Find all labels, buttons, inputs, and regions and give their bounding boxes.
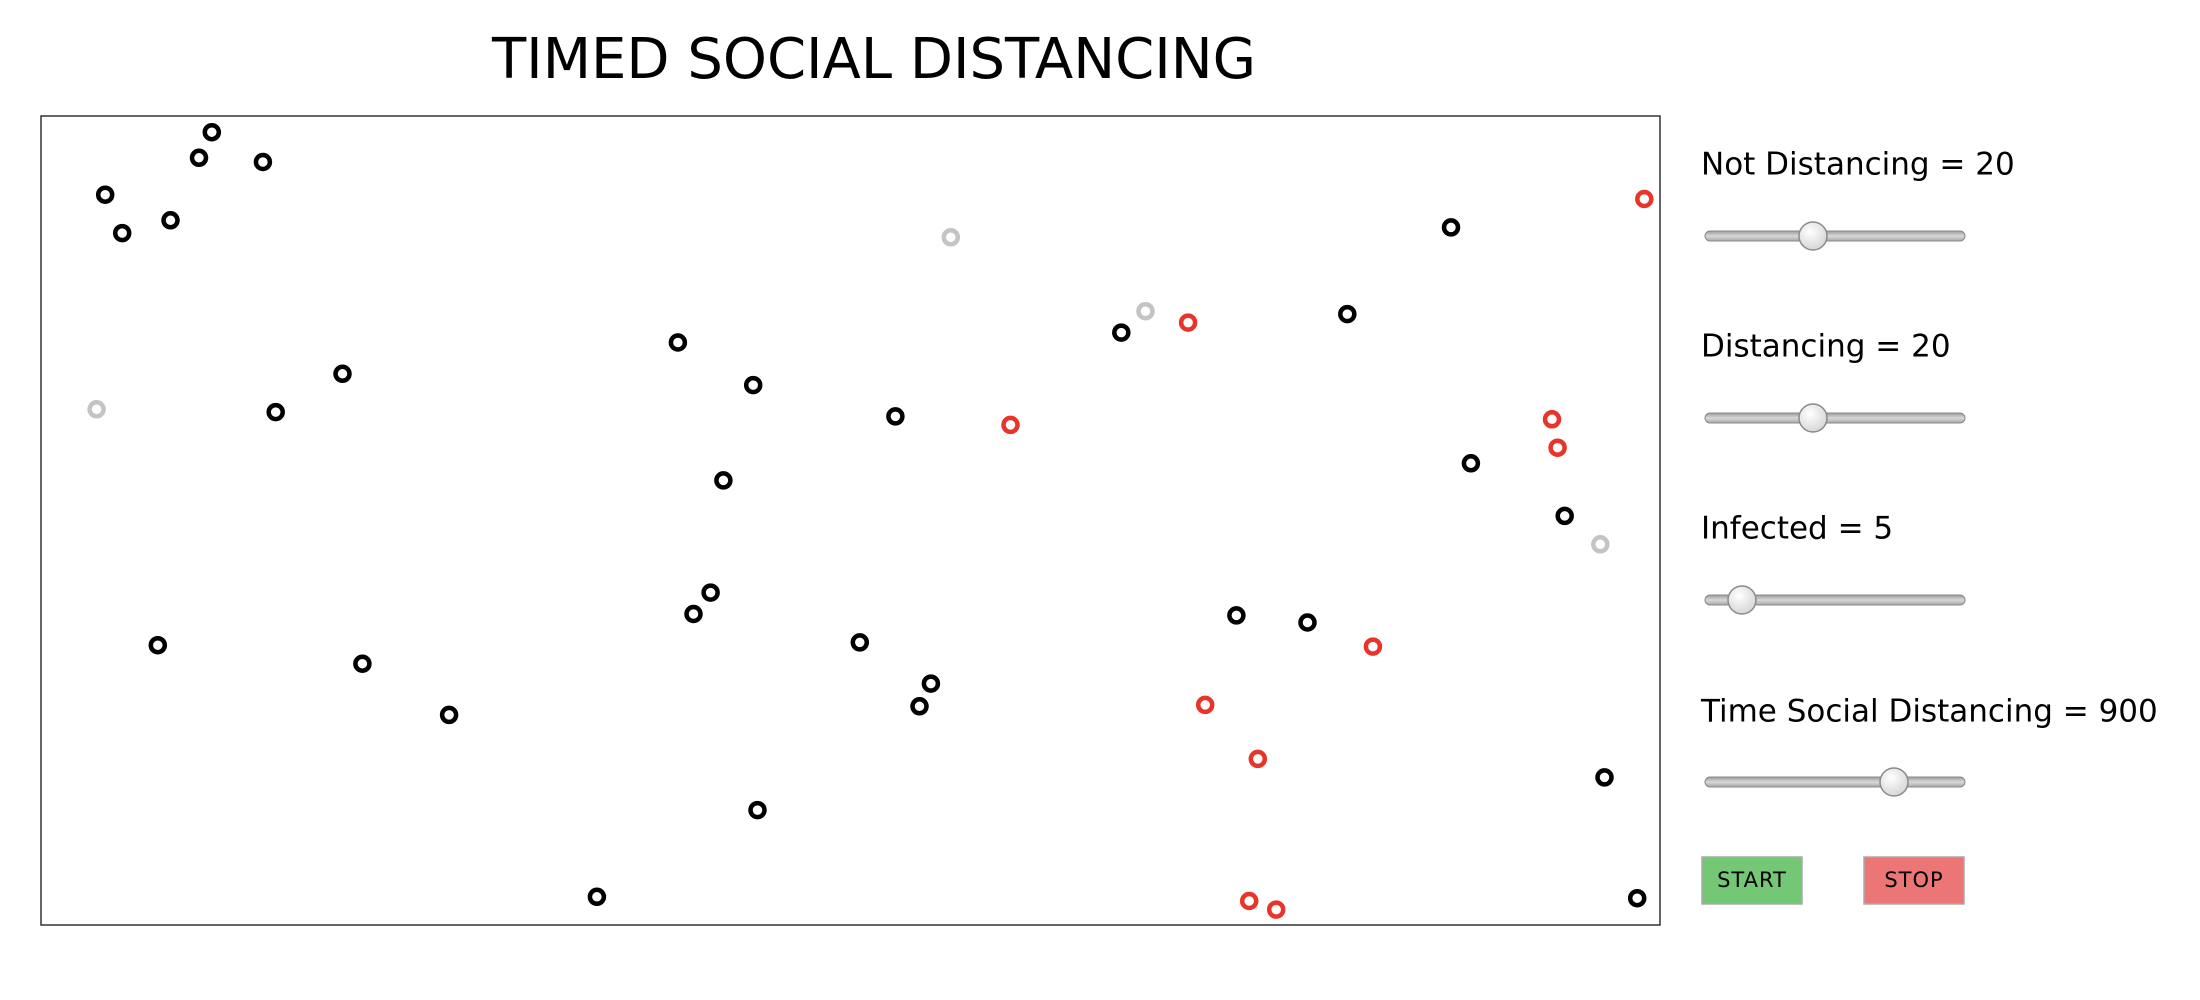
healthy-person [921,674,941,693]
infected-person [1635,189,1654,209]
slider-thumb[interactable] [1727,585,1757,615]
healthy-person [1227,606,1246,625]
infected-person [1363,637,1383,656]
healthy-person [910,697,929,716]
healthy-person [189,148,209,168]
infected-person [1178,313,1198,332]
slider-label: Infected = 5 [1701,511,1893,547]
healthy-person [353,654,372,673]
title: TIMED SOCIAL DISTANCING [491,27,1256,92]
button-face [1863,856,1965,905]
slider-thumb[interactable] [1798,221,1828,251]
infected-person [1548,438,1567,457]
healthy-person [161,211,180,230]
healthy-person [668,333,688,352]
healthy-person [1112,323,1131,342]
healthy-person [701,583,720,602]
slider-track [1704,594,1966,606]
slider[interactable] [1704,585,1966,615]
slider-thumb[interactable] [1879,767,1909,797]
slider-track [1704,230,1966,242]
button-label: START [1717,868,1787,892]
infected-person [1195,695,1215,715]
slider[interactable] [1704,403,1966,433]
slider[interactable] [1704,767,1966,797]
healthy-person [1461,454,1481,473]
button-label: STOP [1884,868,1943,892]
slider-label: Distancing = 20 [1701,329,1951,365]
healthy-person [439,705,459,725]
healthy-person [886,407,905,426]
slider[interactable] [1704,221,1966,251]
infected-person [1266,900,1286,919]
recovered-person [941,228,961,247]
healthy-person [743,375,763,395]
healthy-person [1627,888,1647,908]
infected-person [1239,891,1259,911]
button[interactable]: START [1701,856,1803,905]
healthy-person [148,635,168,655]
recovered-person [87,400,106,419]
particles [87,122,1654,919]
healthy-person [684,604,703,624]
button-face [1701,856,1803,905]
healthy-person [1298,613,1317,632]
healthy-person [1595,768,1614,787]
healthy-person [850,633,870,652]
healthy-person [202,122,222,142]
healthy-person [1441,218,1461,237]
healthy-person [748,800,767,820]
slider-track [1704,776,1966,788]
recovered-person [1591,535,1610,554]
slider-track [1704,412,1966,424]
healthy-person [333,364,352,384]
recovered-person [1136,301,1155,321]
button[interactable]: STOP [1863,856,1965,905]
controls: Not Distancing = 20 Distancing = 20 Infect… [1700,147,2158,905]
healthy-person [587,887,607,907]
slider-label: Time Social Distancing = 900 [1700,694,2158,730]
healthy-person [714,471,733,490]
healthy-person [95,185,115,204]
healthy-person [1555,506,1574,526]
infected-person [1248,749,1268,769]
slider-thumb[interactable] [1798,403,1828,433]
simulation-canvas [40,115,1661,926]
healthy-person [1338,304,1357,324]
infected-person [1001,415,1020,435]
healthy-person [112,223,132,243]
slider-label: Not Distancing = 20 [1701,147,2015,183]
infected-person [1542,410,1562,429]
healthy-person [266,402,285,422]
healthy-person [253,152,273,172]
